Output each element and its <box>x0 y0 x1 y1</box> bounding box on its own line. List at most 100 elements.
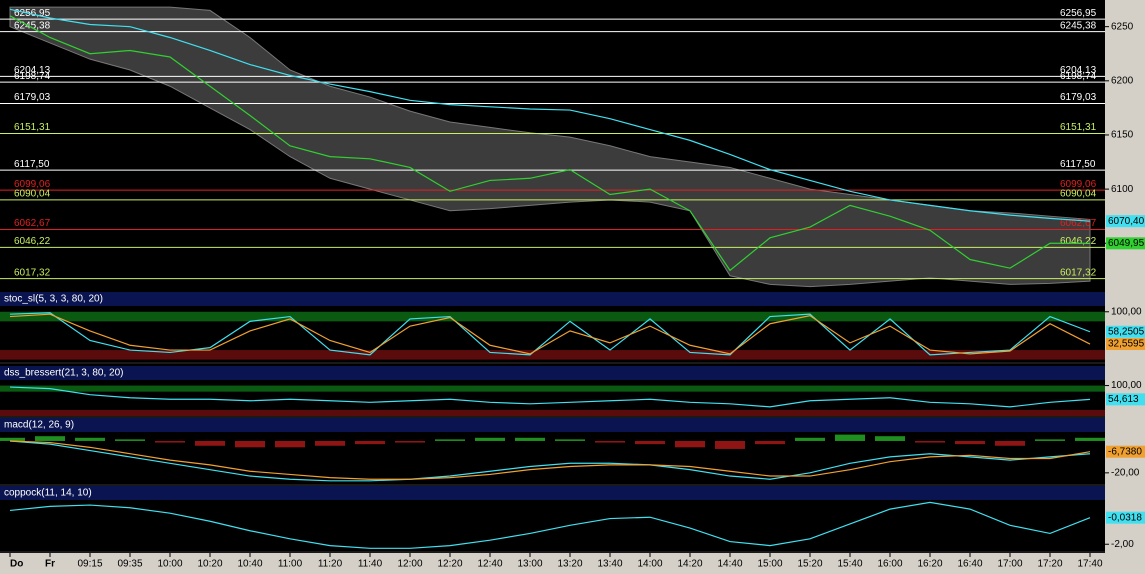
x-tick-label: 14:20 <box>677 559 702 570</box>
x-tick-label: 13:40 <box>597 559 622 570</box>
histogram-bar <box>195 440 225 446</box>
x-tick-label: 09:15 <box>77 559 102 570</box>
x-tick-label: 12:00 <box>397 559 422 570</box>
x-tick-label: 11:20 <box>318 559 343 570</box>
histogram-bar <box>1035 439 1065 441</box>
level-label: 6099,06 <box>1060 179 1097 190</box>
panel-title: dss_bressert(21, 3, 80, 20) <box>4 368 124 379</box>
level-label: 6090,04 <box>14 189 51 200</box>
level-label: 6151,31 <box>14 122 51 133</box>
y-tick-label: 6200 <box>1111 75 1134 86</box>
histogram-bar <box>995 440 1025 446</box>
y-tick-label: 100,00 <box>1111 380 1142 391</box>
current-value-label: 58,2505 <box>1108 326 1145 337</box>
x-tick-label: 15:00 <box>757 559 782 570</box>
current-value-box <box>1106 237 1145 250</box>
histogram-bar <box>835 434 865 441</box>
level-label: 6204,13 <box>14 65 51 76</box>
x-tick-label: 12:40 <box>477 559 502 570</box>
level-label: 6090,04 <box>1060 189 1097 200</box>
x-tick-label: 17:40 <box>1077 559 1102 570</box>
x-tick-label: 17:00 <box>997 559 1022 570</box>
level-label: 6046,22 <box>14 236 51 247</box>
histogram-bar <box>755 440 785 445</box>
indicator-line <box>9 440 1091 482</box>
histogram-bar <box>1075 437 1105 441</box>
level-label: 6099,06 <box>14 179 51 190</box>
x-tick-label: Fr <box>45 559 55 570</box>
current-value-box <box>1106 511 1145 524</box>
panel-title-bar <box>0 486 1105 500</box>
zone <box>0 385 1105 392</box>
y-tick-label: -2,00 <box>1111 539 1134 550</box>
x-tick-label: 09:35 <box>117 559 142 570</box>
panel-title-bar <box>0 418 1105 432</box>
current-value-box <box>1106 338 1145 351</box>
level-label: 6151,31 <box>1060 122 1097 133</box>
x-tick-label: 11:40 <box>358 559 383 570</box>
histogram-bar <box>275 440 305 448</box>
indicator-line <box>9 501 1091 549</box>
level-label: 6245,38 <box>1060 20 1097 31</box>
indicator-line <box>9 386 1091 408</box>
level-label: 6245,38 <box>14 20 51 31</box>
histogram-bar <box>915 440 945 443</box>
current-value-label: 6049,95 <box>1108 238 1145 249</box>
histogram-bar <box>155 440 185 443</box>
y-tick-label: -20,00 <box>1111 467 1140 478</box>
current-value-label: 32,5595 <box>1108 339 1145 350</box>
histogram-bar <box>875 436 905 441</box>
histogram-bar <box>475 437 505 441</box>
level-label: 6204,13 <box>1060 65 1097 76</box>
x-tick-label: 16:20 <box>917 559 942 570</box>
current-value-box <box>1106 325 1145 338</box>
histogram-bar <box>235 440 265 448</box>
x-tick-label: 17:20 <box>1037 559 1062 570</box>
histogram-bar <box>75 437 105 441</box>
indicator-line <box>9 8 1091 222</box>
x-tick-label: 10:20 <box>197 559 222 570</box>
y-tick-label: 6150 <box>1111 130 1134 141</box>
histogram-bar <box>635 440 665 445</box>
y-tick-label: 6250 <box>1111 21 1134 32</box>
panel-title: macd(12, 26, 9) <box>4 420 74 431</box>
x-tick-label: 16:40 <box>957 559 982 570</box>
level-label: 6062,67 <box>14 218 51 229</box>
level-label: 6198,74 <box>1060 71 1097 82</box>
zone <box>0 311 1105 322</box>
histogram-bar <box>395 440 425 443</box>
level-label: 6017,32 <box>1060 267 1097 278</box>
level-label: 6046,22 <box>1060 236 1097 247</box>
zone <box>0 409 1105 416</box>
current-value-label: -6,7380 <box>1108 446 1142 457</box>
level-label: 6256,95 <box>1060 8 1097 19</box>
current-value-box <box>1106 215 1145 228</box>
level-label: 6256,95 <box>14 8 51 19</box>
x-tick-label: 15:20 <box>797 559 822 570</box>
current-value-label: 6070,40 <box>1108 216 1145 227</box>
histogram-bar <box>795 437 825 441</box>
panel-title: coppock(11, 14, 10) <box>4 488 92 499</box>
histogram-bar <box>715 440 745 449</box>
histogram-bar <box>595 440 625 443</box>
x-tick-label: 11:00 <box>278 559 303 570</box>
current-value-box <box>1106 445 1145 458</box>
histogram-bar <box>435 439 465 441</box>
level-label: 6117,50 <box>14 159 50 170</box>
histogram-bar <box>515 437 545 441</box>
x-tick-label: 13:20 <box>557 559 582 570</box>
indicator-line <box>9 440 1091 480</box>
histogram-bar <box>675 440 705 448</box>
panel-title-bar <box>0 292 1105 306</box>
histogram-bar <box>35 436 65 441</box>
x-tick-label: 12:20 <box>437 559 462 570</box>
level-label: 6179,03 <box>1060 92 1097 103</box>
panel-title-bar <box>0 366 1105 380</box>
price-axis <box>1105 0 1145 553</box>
indicator-line <box>9 313 1091 355</box>
x-tick-label: 10:40 <box>237 559 262 570</box>
level-label: 6017,32 <box>14 267 51 278</box>
current-value-label: 54,613 <box>1108 394 1139 405</box>
x-tick-label: 15:40 <box>837 559 862 570</box>
level-label: 6062,67 <box>1060 218 1097 229</box>
